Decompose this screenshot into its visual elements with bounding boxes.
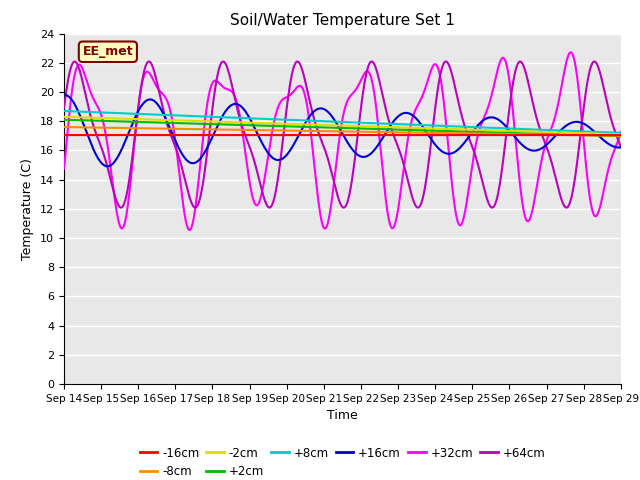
X-axis label: Time: Time <box>327 409 358 422</box>
Legend: -16cm, -8cm, -2cm, +2cm, +8cm, +16cm, +32cm, +64cm: -16cm, -8cm, -2cm, +2cm, +8cm, +16cm, +3… <box>135 442 550 480</box>
Text: EE_met: EE_met <box>83 45 133 58</box>
Title: Soil/Water Temperature Set 1: Soil/Water Temperature Set 1 <box>230 13 455 28</box>
Y-axis label: Temperature (C): Temperature (C) <box>22 158 35 260</box>
